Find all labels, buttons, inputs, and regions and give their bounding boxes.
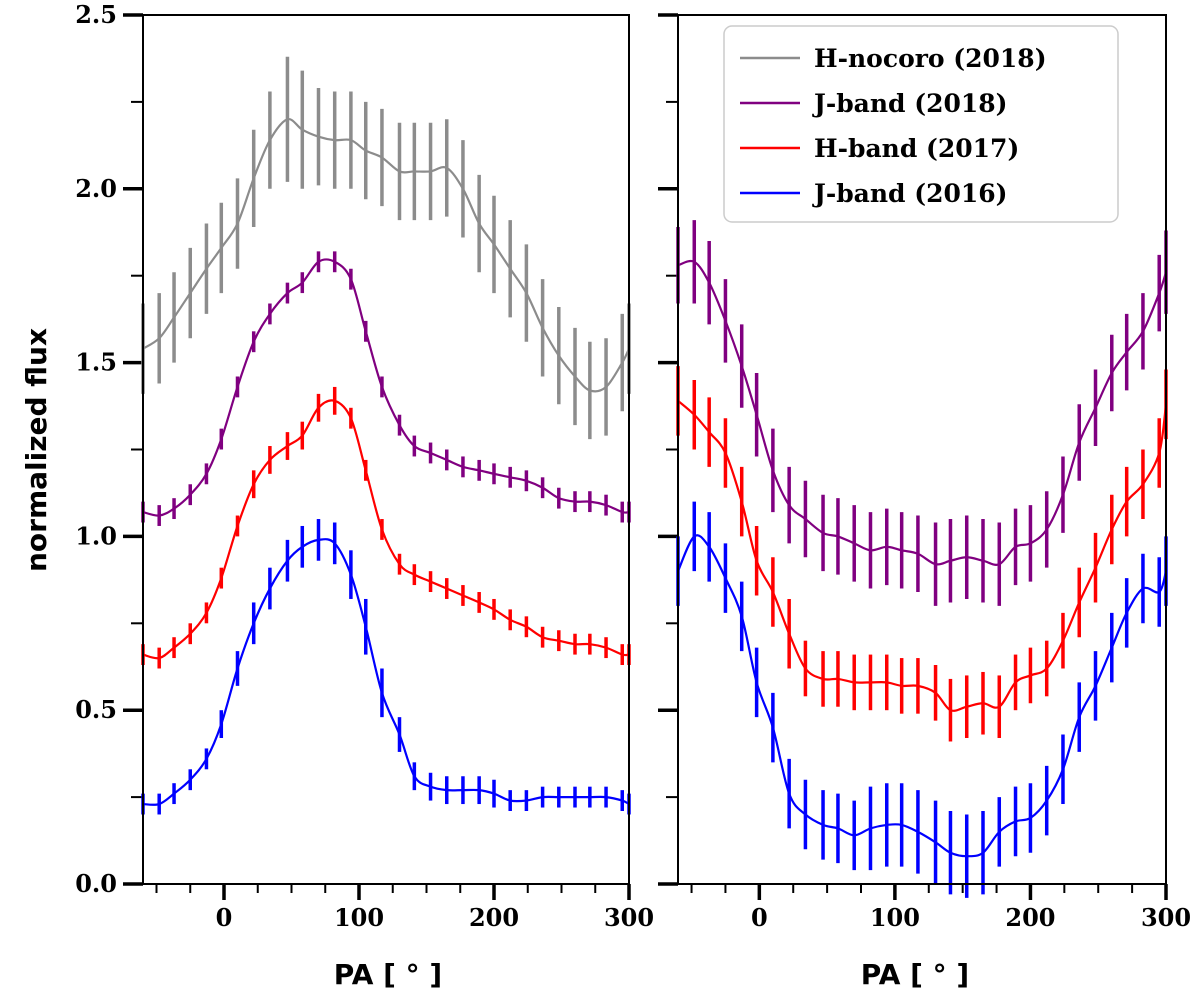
y-tick-label: 2.5 (75, 0, 117, 29)
x-tick-label: 300 (1141, 903, 1191, 932)
legend: H-nocoro (2018) J-band (2018) H-band (2017… (723, 25, 1119, 223)
right-panel: 0 100 200 300 (658, 13, 1191, 932)
legend-item-h-band-2017: H-band (2017) (740, 134, 1019, 163)
series-j-band-2018 (676, 220, 1168, 606)
series-line (142, 399, 630, 660)
series-line (142, 258, 630, 517)
series-line (142, 538, 630, 806)
legend-label: J-band (2018) (812, 89, 1007, 118)
x-tick-label: 200 (469, 903, 519, 932)
left-x-axis-label: PA [ ° ] (334, 958, 442, 991)
x-tick-label: 200 (1005, 903, 1055, 932)
x-tick-label: 100 (870, 903, 920, 932)
legend-box (723, 25, 1119, 223)
y-tick-label: 1.0 (75, 521, 117, 550)
legend-label: H-nocoro (2018) (814, 44, 1047, 73)
legend-item-h-nocoro-2018: H-nocoro (2018) (740, 44, 1047, 73)
y-tick-label: 2.0 (75, 174, 117, 203)
legend-label: H-band (2017) (814, 134, 1019, 163)
y-tick-label: 0.5 (75, 695, 117, 724)
series-j-band-2018 (141, 251, 631, 526)
x-tick-label: 0 (216, 903, 233, 932)
series-line (677, 259, 1168, 566)
series-j-band-2016 (676, 501, 1168, 898)
right-x-axis-label: PA [ ° ] (861, 958, 969, 991)
x-tick-label: 100 (334, 903, 384, 932)
y-tick-label: 1.5 (75, 348, 117, 377)
series-h-band-2017 (676, 366, 1168, 742)
left-panel: 0.0 0.5 1.0 1.5 2.0 2.5 0 100 200 300 (75, 0, 654, 932)
series-h-band-2017 (141, 386, 631, 669)
plot-frame (677, 14, 1167, 885)
y-tick-label: 0.0 (75, 869, 117, 898)
legend-item-j-band-2016: J-band (2016) (740, 179, 1007, 208)
x-tick-label: 0 (751, 903, 768, 932)
legend-item-j-band-2018: J-band (2018) (740, 89, 1007, 118)
x-tick-label: 300 (604, 903, 654, 932)
series-line (142, 118, 630, 393)
series-line (676, 534, 1168, 858)
series-j-band-2016 (141, 519, 631, 815)
plot-frame (142, 14, 630, 885)
y-axis-label: normalized flux (20, 328, 53, 572)
series-h-nocoro-2018 (141, 56, 631, 440)
legend-label: J-band (2016) (812, 179, 1007, 208)
